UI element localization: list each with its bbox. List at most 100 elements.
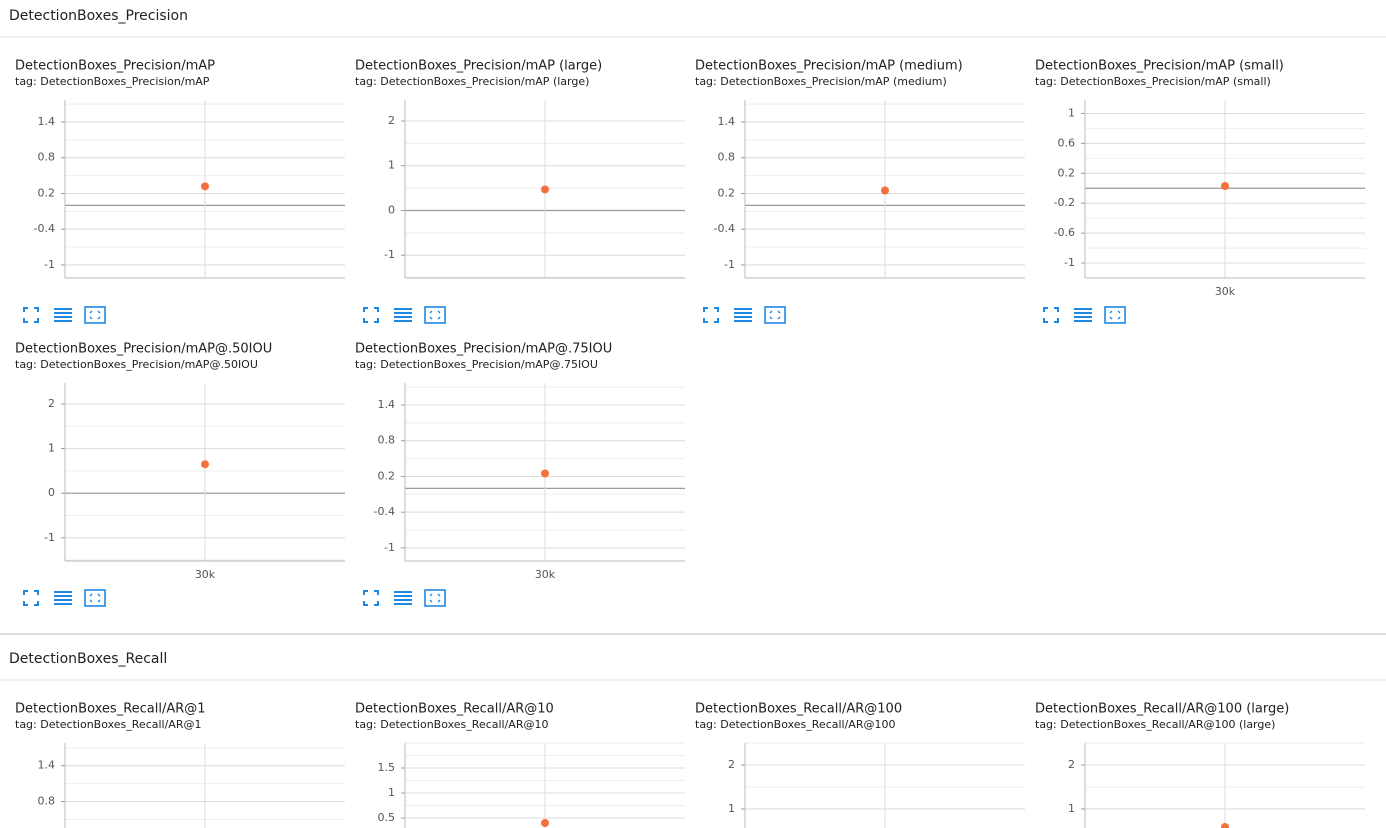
y-tick-label: 1 bbox=[48, 442, 55, 455]
y-tick-label: 0.2 bbox=[718, 186, 736, 199]
chart-title: DetectionBoxes_Precision/mAP@.50IOU bbox=[15, 342, 272, 357]
icon bbox=[769, 310, 781, 320]
icon bbox=[89, 310, 101, 320]
y-tick-label: 1.5 bbox=[378, 761, 396, 774]
fullscreen-button[interactable] bbox=[363, 590, 379, 606]
data-point bbox=[201, 460, 209, 469]
icon bbox=[1043, 307, 1059, 323]
y-tick-label: 0.6 bbox=[1058, 136, 1076, 149]
data-point bbox=[541, 819, 549, 827]
y-tick-label: 1.4 bbox=[38, 115, 56, 128]
chart-tag: tag: DetectionBoxes_Recall/AR@10 bbox=[355, 718, 548, 731]
y-tick-label: -1 bbox=[724, 258, 735, 271]
icon bbox=[764, 306, 786, 324]
y-tick-label: -0.4 bbox=[34, 222, 55, 235]
x-tick-label: 30k bbox=[195, 568, 216, 581]
icon bbox=[429, 310, 441, 320]
chart-tag: tag: DetectionBoxes_Precision/mAP (mediu… bbox=[695, 75, 947, 88]
chart-title: DetectionBoxes_Precision/mAP bbox=[15, 59, 215, 74]
data-table-button[interactable] bbox=[394, 591, 412, 605]
fullscreen-button[interactable] bbox=[363, 307, 379, 323]
icon bbox=[424, 589, 446, 607]
y-tick-label: 1.4 bbox=[38, 759, 56, 772]
y-tick-label: -1 bbox=[44, 531, 55, 544]
data-point bbox=[1221, 182, 1229, 191]
data-point bbox=[201, 182, 209, 191]
fit-domain-button[interactable] bbox=[764, 306, 786, 324]
y-tick-label: 1.4 bbox=[718, 115, 736, 128]
chart-tag: tag: DetectionBoxes_Recall/AR@100 (large… bbox=[1035, 718, 1275, 731]
fullscreen-button[interactable] bbox=[1043, 307, 1059, 323]
icon bbox=[429, 593, 441, 603]
y-tick-label: -1 bbox=[384, 248, 395, 261]
y-tick-label: 2 bbox=[48, 397, 55, 410]
data-point bbox=[881, 186, 889, 195]
chart-tag: tag: DetectionBoxes_Recall/AR@100 bbox=[695, 718, 895, 731]
data-table-button[interactable] bbox=[54, 308, 72, 322]
y-tick-label: 0.5 bbox=[378, 811, 396, 824]
y-tick-label: 1.4 bbox=[378, 398, 396, 411]
y-tick-label: 0.8 bbox=[718, 151, 736, 164]
data-point bbox=[1221, 822, 1229, 828]
y-tick-label: 0.2 bbox=[38, 186, 56, 199]
icon bbox=[363, 590, 379, 606]
icon bbox=[89, 593, 101, 603]
icon bbox=[84, 589, 106, 607]
x-tick-label: 30k bbox=[535, 568, 556, 581]
y-tick-label: 0 bbox=[48, 486, 55, 499]
x-tick-label: 30k bbox=[1215, 285, 1236, 298]
chart-title: DetectionBoxes_Precision/mAP@.75IOU bbox=[355, 342, 612, 357]
y-tick-label: 2 bbox=[1068, 758, 1075, 771]
icon bbox=[424, 306, 446, 324]
y-tick-label: -1 bbox=[44, 258, 55, 271]
y-tick-label: 0.2 bbox=[378, 469, 396, 482]
data-table-button[interactable] bbox=[1074, 308, 1092, 322]
data-table-button[interactable] bbox=[54, 591, 72, 605]
y-tick-label: 0.8 bbox=[378, 434, 396, 447]
chart-tag: tag: DetectionBoxes_Precision/mAP@.75IOU bbox=[355, 358, 598, 371]
fullscreen-button[interactable] bbox=[703, 307, 719, 323]
y-tick-label: 1 bbox=[388, 786, 395, 799]
y-tick-label: 0.8 bbox=[38, 795, 56, 808]
y-tick-label: 2 bbox=[728, 758, 735, 771]
y-tick-label: 0.8 bbox=[38, 151, 56, 164]
data-table-button[interactable] bbox=[394, 308, 412, 322]
chart-tag: tag: DetectionBoxes_Precision/mAP (large… bbox=[355, 75, 589, 88]
fit-domain-button[interactable] bbox=[424, 306, 446, 324]
y-tick-label: -0.4 bbox=[714, 222, 735, 235]
data-table-button[interactable] bbox=[734, 308, 752, 322]
icon bbox=[1109, 310, 1121, 320]
y-tick-label: -0.4 bbox=[374, 505, 395, 518]
fit-domain-button[interactable] bbox=[424, 589, 446, 607]
chart-title: DetectionBoxes_Precision/mAP (small) bbox=[1035, 59, 1284, 74]
y-tick-label: 1 bbox=[728, 802, 735, 815]
data-point bbox=[541, 469, 549, 478]
chart-title: DetectionBoxes_Recall/AR@100 (large) bbox=[1035, 702, 1289, 717]
chart-title: DetectionBoxes_Recall/AR@1 bbox=[15, 702, 206, 717]
y-tick-label: 0.2 bbox=[1058, 166, 1076, 179]
chart-title: DetectionBoxes_Precision/mAP (large) bbox=[355, 59, 602, 74]
data-point bbox=[541, 185, 549, 194]
y-tick-label: -1 bbox=[1064, 256, 1075, 269]
chart-tag: tag: DetectionBoxes_Recall/AR@1 bbox=[15, 718, 201, 731]
y-tick-label: 1 bbox=[388, 159, 395, 172]
fullscreen-button[interactable] bbox=[23, 307, 39, 323]
fullscreen-button[interactable] bbox=[23, 590, 39, 606]
chart-tag: tag: DetectionBoxes_Precision/mAP@.50IOU bbox=[15, 358, 258, 371]
y-tick-label: -0.6 bbox=[1054, 226, 1075, 239]
fit-domain-button[interactable] bbox=[84, 589, 106, 607]
y-tick-label: 1 bbox=[1068, 106, 1075, 119]
y-tick-label: 0 bbox=[388, 203, 395, 216]
section-title[interactable]: DetectionBoxes_Recall bbox=[9, 651, 167, 667]
section-title[interactable]: DetectionBoxes_Precision bbox=[9, 8, 188, 24]
chart-title: DetectionBoxes_Recall/AR@100 bbox=[695, 702, 902, 717]
chart-title: DetectionBoxes_Recall/AR@10 bbox=[355, 702, 554, 717]
chart-title: DetectionBoxes_Precision/mAP (medium) bbox=[695, 59, 963, 74]
icon bbox=[363, 307, 379, 323]
fit-domain-button[interactable] bbox=[84, 306, 106, 324]
icon bbox=[703, 307, 719, 323]
fit-domain-button[interactable] bbox=[1104, 306, 1126, 324]
icon bbox=[23, 307, 39, 323]
